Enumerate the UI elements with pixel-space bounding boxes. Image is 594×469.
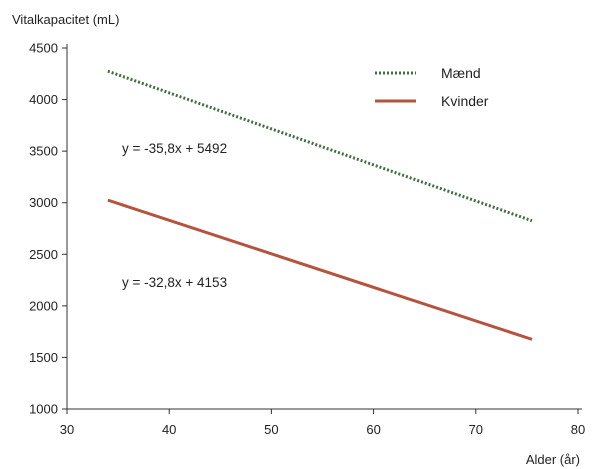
y-tick-label: 4500 xyxy=(29,41,58,56)
legend-label: Kvinder xyxy=(441,93,489,109)
y-tick-label: 4000 xyxy=(29,92,58,107)
equation-annotations: y = -35,8x + 5492 y = -32,8x + 4153 xyxy=(122,141,227,290)
series-line-kvinder xyxy=(108,200,532,339)
x-tick-label: 50 xyxy=(264,422,278,437)
x-tick-label: 30 xyxy=(60,422,74,437)
axes xyxy=(67,44,582,409)
y-tick-label: 1500 xyxy=(29,350,58,365)
x-ticks: 30 40 50 60 70 80 xyxy=(60,409,585,437)
series-lines xyxy=(108,71,532,339)
y-axis-label: Vitalkapacitet (mL) xyxy=(12,12,119,27)
equation-label: y = -35,8x + 5492 xyxy=(122,141,227,156)
y-ticks: 1000 1500 2000 2500 3000 3500 4000 4500 xyxy=(29,41,67,417)
legend-label: Mænd xyxy=(441,65,481,81)
y-tick-label: 1000 xyxy=(29,402,58,417)
y-tick-label: 3500 xyxy=(29,144,58,159)
x-tick-label: 60 xyxy=(366,422,380,437)
y-tick-label: 3000 xyxy=(29,195,58,210)
y-tick-label: 2500 xyxy=(29,247,58,262)
legend: Mænd Kvinder xyxy=(375,65,489,109)
x-axis-label: Alder (år) xyxy=(526,452,580,467)
x-tick-label: 70 xyxy=(469,422,483,437)
x-tick-label: 40 xyxy=(162,422,176,437)
equation-label: y = -32,8x + 4153 xyxy=(122,275,227,290)
x-tick-label: 80 xyxy=(571,422,585,437)
y-tick-label: 2000 xyxy=(29,298,58,313)
